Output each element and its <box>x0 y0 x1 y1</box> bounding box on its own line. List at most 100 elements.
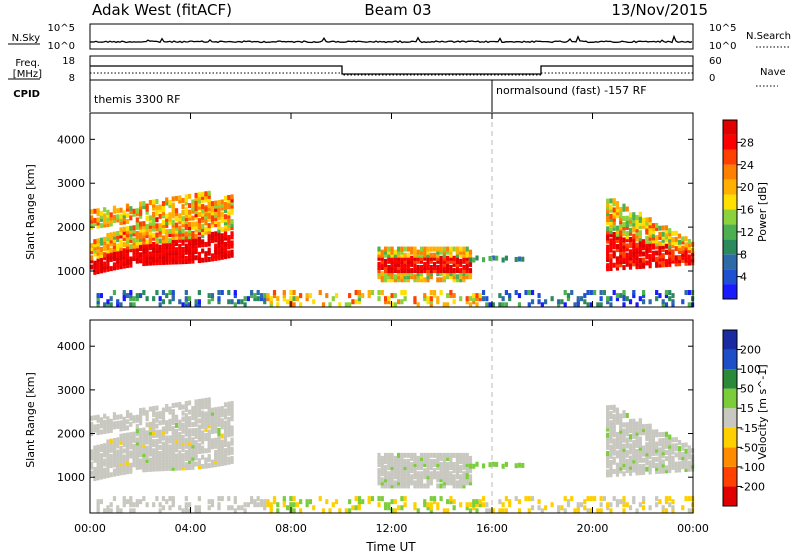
power-cell <box>155 198 159 204</box>
velocity-cell <box>328 508 332 514</box>
velocity-cell <box>390 480 394 486</box>
power-cell <box>155 205 159 211</box>
velocity-cell <box>148 457 152 463</box>
power-cell <box>684 290 688 296</box>
power-cell <box>446 258 450 264</box>
velocity-cell <box>125 441 130 447</box>
velocity-cell <box>465 458 469 464</box>
power-cell <box>93 245 97 251</box>
power-cell <box>501 257 505 263</box>
power-cell <box>403 264 407 270</box>
power-cell <box>230 197 234 203</box>
power-cell <box>99 237 103 243</box>
power-cell <box>400 258 404 264</box>
velocity-cell <box>230 400 234 406</box>
velocity-cell <box>230 440 234 446</box>
velocity-cell <box>481 496 486 502</box>
velocity-cell <box>400 465 404 471</box>
power-cell <box>436 255 440 261</box>
power-cell <box>615 256 620 262</box>
velocity-cbar-label: Velocity [m s^-1] <box>756 364 769 459</box>
power-cell <box>635 248 639 254</box>
power-cell <box>152 296 156 302</box>
power-cell <box>632 224 636 230</box>
power-cell <box>184 231 188 237</box>
velocity-cell <box>383 455 388 461</box>
power-cell <box>612 210 616 216</box>
velocity-cell <box>400 474 404 480</box>
velocity-cell <box>217 409 221 415</box>
velocity-cell <box>416 471 420 477</box>
velocity-cell <box>655 465 659 471</box>
power-cell <box>165 238 169 244</box>
power-cell <box>468 252 473 258</box>
power-cell <box>635 254 639 260</box>
velocity-cell <box>194 455 198 461</box>
cpid-2: normalsound (fast) -157 RF <box>496 84 647 97</box>
power-cell <box>148 229 152 235</box>
velocity-cell <box>671 443 675 449</box>
velocity-cell <box>220 442 224 448</box>
velocity-cell <box>207 453 211 459</box>
power-cell <box>566 293 571 299</box>
velocity-cell <box>93 424 97 430</box>
velocity-cell <box>103 508 107 514</box>
power-cell <box>393 277 397 283</box>
power-cell <box>390 277 394 283</box>
power-cell <box>135 237 139 243</box>
velocity-cell <box>429 471 433 477</box>
power-cell <box>475 255 479 261</box>
power-cell <box>530 290 535 296</box>
power-cell <box>602 290 607 296</box>
velocity-cell <box>230 459 234 465</box>
colorbar-swatch <box>723 164 737 180</box>
velocity-cell <box>674 446 678 452</box>
power-cell <box>174 250 179 256</box>
power-cell <box>142 204 146 210</box>
power-cell <box>599 302 603 308</box>
velocity-cell <box>615 499 620 505</box>
power-cell <box>609 302 613 308</box>
velocity-cell <box>615 462 620 468</box>
power-cell <box>619 234 623 240</box>
power-cell <box>622 249 626 255</box>
velocity-cell <box>622 465 626 471</box>
power-cell <box>106 236 110 242</box>
power-cell <box>648 220 652 226</box>
velocity-cell <box>635 430 639 436</box>
power-cell <box>122 229 126 235</box>
velocity-cell <box>152 429 156 435</box>
power-cell <box>191 208 195 214</box>
power-cell <box>635 215 639 221</box>
velocity-cell <box>606 463 610 469</box>
power-cell <box>416 274 420 280</box>
velocity-cell <box>145 457 149 463</box>
velocity-cell <box>429 465 433 471</box>
velocity-cell <box>227 456 231 462</box>
velocity-cell <box>135 417 139 423</box>
power-cell <box>187 234 192 240</box>
velocity-cell <box>628 437 633 443</box>
power-cell <box>619 293 623 299</box>
velocity-cell <box>468 458 473 464</box>
velocity-cell <box>112 468 117 474</box>
power-cell <box>429 258 433 264</box>
velocity-cell <box>106 445 110 451</box>
power-cell <box>99 240 103 246</box>
velocity-cell <box>109 427 113 433</box>
power-cell <box>210 216 215 222</box>
power-cell <box>194 192 198 198</box>
power-cell <box>194 202 198 208</box>
velocity-cell <box>132 453 136 459</box>
power-cell <box>625 246 629 252</box>
velocity-cell <box>609 472 613 478</box>
power-cell <box>455 261 460 267</box>
velocity-cell <box>625 452 629 458</box>
velocity-cell <box>455 480 460 486</box>
power-cell <box>148 245 152 251</box>
velocity-cell <box>168 496 172 502</box>
velocity-cell <box>416 462 420 468</box>
power-cell <box>158 244 162 250</box>
velocity-cell <box>419 474 424 480</box>
power-cell <box>648 217 652 223</box>
